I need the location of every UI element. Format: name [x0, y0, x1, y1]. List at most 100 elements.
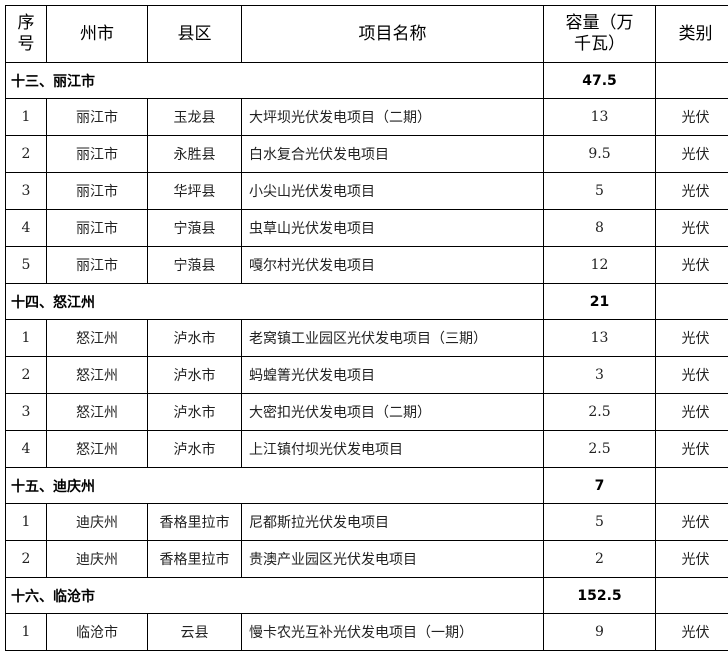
cell-prefecture: 怒江州: [47, 394, 148, 431]
cell-prefecture: 迪庆州: [47, 504, 148, 541]
cell-type: 光伏: [656, 247, 728, 284]
cell-prefecture: 怒江州: [47, 320, 148, 357]
cell-type: 光伏: [656, 504, 728, 541]
cell-type: 光伏: [656, 541, 728, 578]
cell-capacity: 2: [544, 541, 656, 578]
header-type: 类别: [656, 6, 728, 63]
section-title: 十四、怒江州: [6, 284, 544, 320]
cell-seq: 4: [6, 431, 47, 468]
cell-prefecture: 丽江市: [47, 173, 148, 210]
header-capacity: 容量（万千瓦）: [544, 6, 656, 63]
section-total: 7: [544, 468, 656, 504]
cell-capacity: 2.5: [544, 431, 656, 468]
cell-seq: 5: [6, 247, 47, 284]
cell-project: 大坪坝光伏发电项目（二期）: [242, 99, 544, 136]
cell-type: 光伏: [656, 431, 728, 468]
cell-project: 蚂蝗箐光伏发电项目: [242, 357, 544, 394]
section-title: 十三、丽江市: [6, 63, 544, 99]
cell-county: 玉龙县: [148, 99, 242, 136]
header-project: 项目名称: [242, 6, 544, 63]
cell-county: 泸水市: [148, 394, 242, 431]
section-title: 十五、迪庆州: [6, 468, 544, 504]
cell-seq: 1: [6, 504, 47, 541]
cell-capacity: 5: [544, 504, 656, 541]
cell-county: 香格里拉市: [148, 541, 242, 578]
header-row: 序号 州市 县区 项目名称 容量（万千瓦） 类别: [6, 6, 728, 63]
cell-type: 光伏: [656, 614, 728, 651]
section-type-empty: [656, 578, 728, 614]
cell-capacity: 9: [544, 614, 656, 651]
section-total: 21: [544, 284, 656, 320]
cell-county: 华坪县: [148, 173, 242, 210]
cell-county: 泸水市: [148, 357, 242, 394]
header-prefecture: 州市: [47, 6, 148, 63]
cell-type: 光伏: [656, 320, 728, 357]
cell-capacity: 13: [544, 320, 656, 357]
cell-prefecture: 临沧市: [47, 614, 148, 651]
cell-county: 永胜县: [148, 136, 242, 173]
cell-type: 光伏: [656, 357, 728, 394]
cell-prefecture: 怒江州: [47, 357, 148, 394]
cell-project: 老窝镇工业园区光伏发电项目（三期）: [242, 320, 544, 357]
cell-capacity: 9.5: [544, 136, 656, 173]
header-county: 县区: [148, 6, 242, 63]
cell-prefecture: 怒江州: [47, 431, 148, 468]
cell-type: 光伏: [656, 173, 728, 210]
cell-seq: 4: [6, 210, 47, 247]
cell-prefecture: 迪庆州: [47, 541, 148, 578]
cell-project: 嘎尔村光伏发电项目: [242, 247, 544, 284]
section-total: 47.5: [544, 63, 656, 99]
cell-project: 慢卡农光互补光伏发电项目（一期）: [242, 614, 544, 651]
header-seq: 序号: [6, 6, 47, 63]
cell-project: 虫草山光伏发电项目: [242, 210, 544, 247]
section-type-empty: [656, 284, 728, 320]
cell-county: 泸水市: [148, 431, 242, 468]
cell-prefecture: 丽江市: [47, 247, 148, 284]
cell-project: 尼都斯拉光伏发电项目: [242, 504, 544, 541]
cell-seq: 2: [6, 136, 47, 173]
cell-type: 光伏: [656, 99, 728, 136]
cell-county: 香格里拉市: [148, 504, 242, 541]
cell-capacity: 13: [544, 99, 656, 136]
cell-seq: 3: [6, 394, 47, 431]
cell-county: 泸水市: [148, 320, 242, 357]
cell-county: 宁蒗县: [148, 210, 242, 247]
cell-project: 上江镇付坝光伏发电项目: [242, 431, 544, 468]
cell-type: 光伏: [656, 136, 728, 173]
cell-project: 白水复合光伏发电项目: [242, 136, 544, 173]
section-total: 152.5: [544, 578, 656, 614]
cell-prefecture: 丽江市: [47, 99, 148, 136]
section-type-empty: [656, 468, 728, 504]
cell-seq: 2: [6, 541, 47, 578]
cell-type: 光伏: [656, 210, 728, 247]
section-type-empty: [656, 63, 728, 99]
section-title: 十六、临沧市: [6, 578, 544, 614]
cell-prefecture: 丽江市: [47, 210, 148, 247]
cell-project: 小尖山光伏发电项目: [242, 173, 544, 210]
cell-capacity: 5: [544, 173, 656, 210]
cell-project: 贵澳产业园区光伏发电项目: [242, 541, 544, 578]
cell-seq: 1: [6, 320, 47, 357]
cell-seq: 1: [6, 99, 47, 136]
cell-seq: 3: [6, 173, 47, 210]
cell-county: 云县: [148, 614, 242, 651]
cell-prefecture: 丽江市: [47, 136, 148, 173]
cell-capacity: 12: [544, 247, 656, 284]
